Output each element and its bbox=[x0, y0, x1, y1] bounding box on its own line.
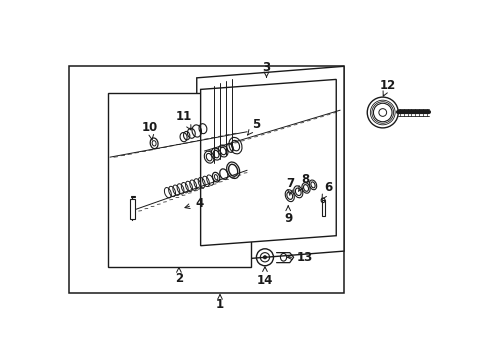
Bar bbox=[130, 199, 135, 219]
Text: 14: 14 bbox=[256, 267, 273, 287]
Bar bbox=[69, 66, 343, 293]
Text: 6: 6 bbox=[321, 181, 332, 200]
Text: 5: 5 bbox=[247, 118, 260, 135]
Polygon shape bbox=[200, 80, 336, 246]
Bar bbox=[107, 93, 250, 266]
Text: 11: 11 bbox=[175, 110, 191, 130]
Text: 13: 13 bbox=[287, 251, 313, 264]
Bar bbox=[321, 200, 325, 216]
Text: 8: 8 bbox=[298, 173, 309, 191]
Text: 9: 9 bbox=[284, 206, 292, 225]
Text: 4: 4 bbox=[184, 197, 203, 210]
Text: 3: 3 bbox=[262, 61, 270, 77]
Text: 1: 1 bbox=[216, 294, 224, 311]
Circle shape bbox=[263, 256, 266, 259]
Text: 12: 12 bbox=[379, 79, 395, 96]
Text: 2: 2 bbox=[175, 267, 183, 284]
Polygon shape bbox=[196, 66, 343, 263]
Text: 7: 7 bbox=[286, 177, 294, 195]
Text: 10: 10 bbox=[142, 121, 158, 140]
